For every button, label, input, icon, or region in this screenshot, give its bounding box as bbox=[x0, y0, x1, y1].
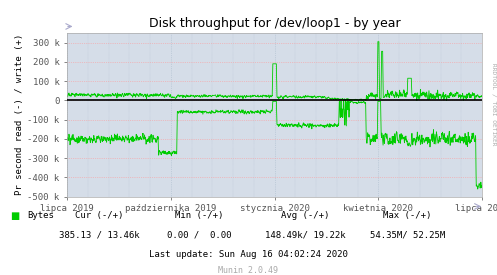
Title: Disk throughput for /dev/loop1 - by year: Disk throughput for /dev/loop1 - by year bbox=[149, 17, 401, 31]
Text: Min (-/+): Min (-/+) bbox=[174, 211, 223, 220]
Text: Bytes: Bytes bbox=[27, 211, 54, 220]
Text: Munin 2.0.49: Munin 2.0.49 bbox=[219, 266, 278, 275]
Text: Cur (-/+): Cur (-/+) bbox=[75, 211, 124, 220]
Text: Last update: Sun Aug 16 04:02:24 2020: Last update: Sun Aug 16 04:02:24 2020 bbox=[149, 250, 348, 259]
Text: 385.13 / 13.46k: 385.13 / 13.46k bbox=[59, 231, 140, 240]
Text: RRDTOOL / TOBI OETIKER: RRDTOOL / TOBI OETIKER bbox=[491, 63, 496, 146]
Text: Avg (-/+): Avg (-/+) bbox=[281, 211, 330, 220]
Text: 0.00 /  0.00: 0.00 / 0.00 bbox=[166, 231, 231, 240]
Text: 148.49k/ 19.22k: 148.49k/ 19.22k bbox=[265, 231, 346, 240]
Y-axis label: Pr second read (-) / write (+): Pr second read (-) / write (+) bbox=[15, 34, 24, 196]
Text: ■: ■ bbox=[10, 211, 19, 221]
Text: 54.35M/ 52.25M: 54.35M/ 52.25M bbox=[370, 231, 445, 240]
Text: Max (-/+): Max (-/+) bbox=[383, 211, 432, 220]
